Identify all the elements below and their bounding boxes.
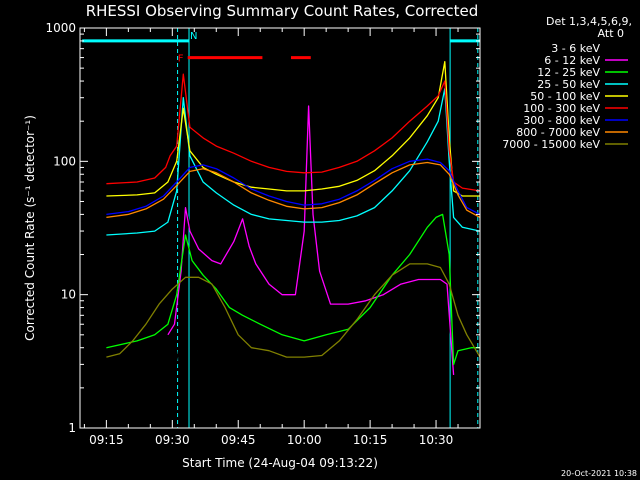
y-tick-label: 1000 xyxy=(45,21,76,35)
series-line-0 xyxy=(106,166,455,389)
y-axis-label: Corrected Count Rate (s⁻¹ detector⁻¹) xyxy=(23,115,37,341)
x-tick-label: 10:00 xyxy=(287,433,322,447)
series-line-4 xyxy=(106,60,480,197)
legend-header-line-1: Att 0 xyxy=(598,27,624,40)
legend-entry-label: 7000 - 15000 keV xyxy=(502,138,600,151)
legend-entry-label: 100 - 300 keV xyxy=(523,102,600,115)
series-line-8 xyxy=(106,263,481,358)
y-tick-label: 1 xyxy=(68,421,76,435)
y-tick-label: 10 xyxy=(61,288,76,302)
legend-entry-label: 50 - 100 keV xyxy=(530,90,600,103)
plot-frame xyxy=(79,27,481,429)
x-tick-label: 09:15 xyxy=(89,433,124,447)
legend-entry-label: 800 - 7000 keV xyxy=(516,126,600,139)
legend-entry-label: 25 - 50 keV xyxy=(537,78,600,91)
legend-entry-label: 300 - 800 keV xyxy=(523,114,600,127)
x-tick-label: 10:30 xyxy=(419,433,454,447)
axes: 09:15 09:30 09:45 10:00 10:15 10:30 1 10 100 1000 xyxy=(45,21,481,447)
legend-entry-label: 3 - 6 keV xyxy=(551,42,600,55)
x-tick-label: 09:45 xyxy=(221,433,256,447)
legend-entry-label: 12 - 25 keV xyxy=(537,66,600,79)
series-line-6 xyxy=(106,158,481,216)
series-line-2 xyxy=(106,213,480,366)
plot-area: NF xyxy=(82,28,481,428)
legend-header-line-0: Det 1,3,4,5,6,9, xyxy=(546,15,632,28)
footer-timestamp: 20-Oct-2021 10:38 xyxy=(561,469,637,478)
series-line-1 xyxy=(167,105,455,375)
legend-entry-label: 6 - 12 keV xyxy=(544,54,600,67)
series-line-3 xyxy=(106,88,481,236)
series-line-7 xyxy=(106,161,481,219)
night-label: N xyxy=(190,31,197,42)
x-tick-label: 10:15 xyxy=(353,433,388,447)
chart-title: RHESSI Observing Summary Count Rates, Co… xyxy=(86,2,479,20)
flare-flag-label: F xyxy=(178,54,184,65)
x-axis-label: Start Time (24-Aug-04 09:13:22) xyxy=(182,456,378,470)
x-tick-label: 09:30 xyxy=(155,433,190,447)
y-tick-label: 100 xyxy=(53,154,76,168)
series-line-5 xyxy=(106,73,481,192)
